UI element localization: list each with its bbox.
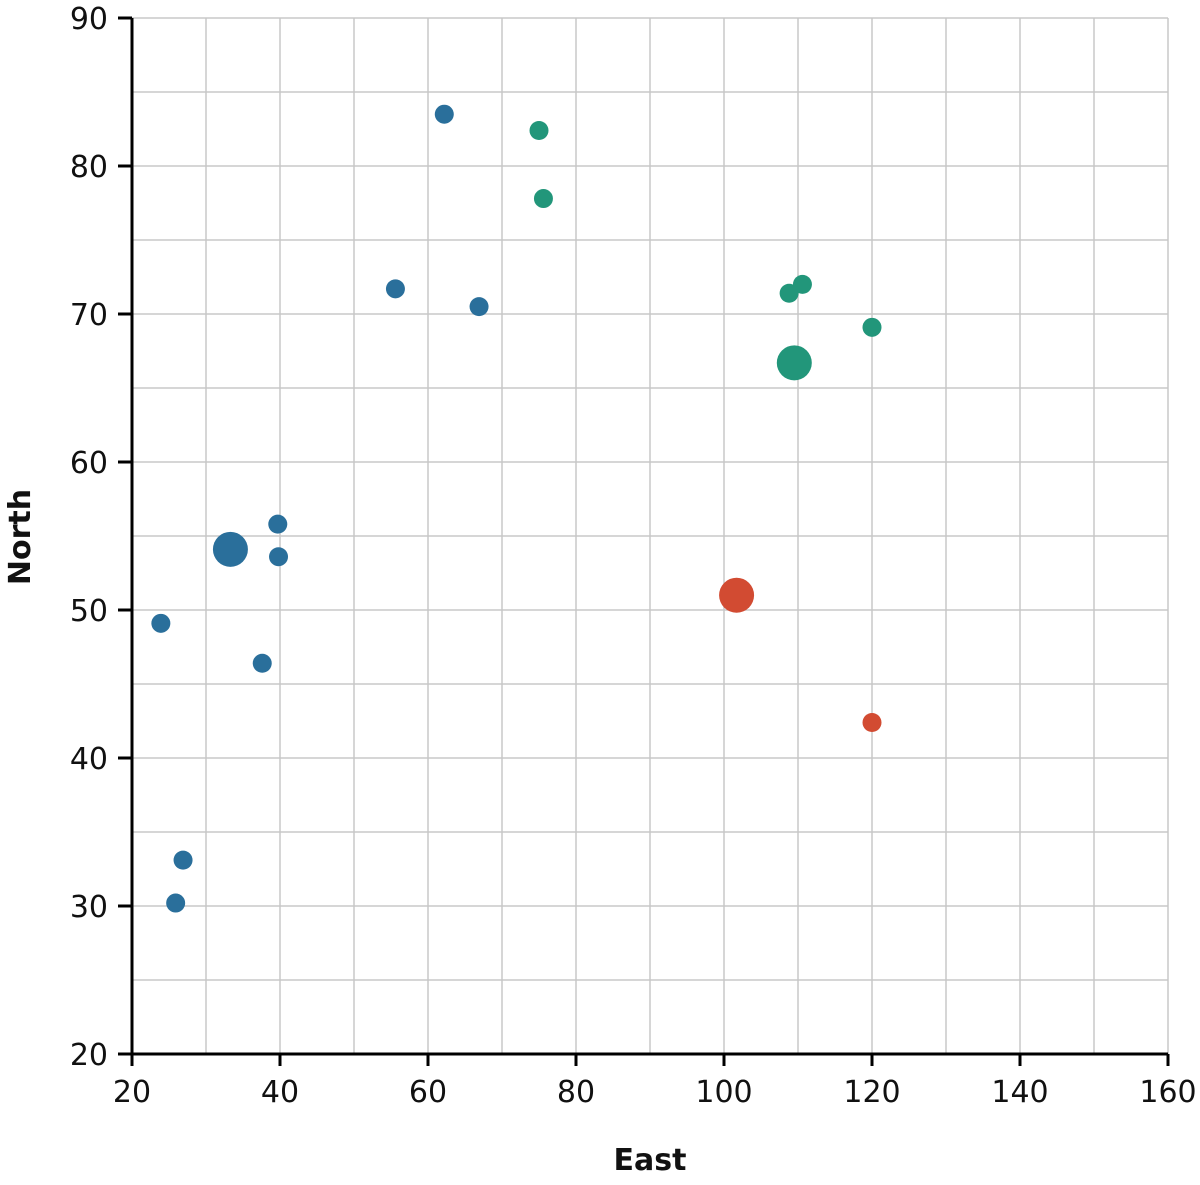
data-point [212, 531, 248, 567]
data-point [529, 120, 549, 140]
data-point [779, 283, 799, 303]
data-point [719, 577, 755, 613]
data-point [862, 712, 882, 732]
y-tick-label: 60 [70, 446, 108, 481]
x-tick-label: 120 [843, 1075, 900, 1110]
y-tick-label: 20 [70, 1038, 108, 1073]
data-point [252, 653, 272, 673]
data-point [776, 345, 812, 381]
axes [118, 16, 1170, 1066]
y-tick-label: 70 [70, 298, 108, 333]
y-tick-label: 40 [70, 742, 108, 777]
data-point [434, 104, 454, 124]
grid [132, 17, 1169, 1054]
y-axis-title: North [3, 489, 38, 585]
x-tick-label: 40 [261, 1075, 299, 1110]
data-point [268, 514, 288, 534]
y-tick-label: 30 [70, 890, 108, 925]
data-point [385, 279, 405, 299]
x-tick-label: 60 [409, 1075, 447, 1110]
data-point [469, 297, 489, 317]
x-tick-label: 20 [113, 1075, 151, 1110]
x-tick-label: 100 [695, 1075, 752, 1110]
data-point [792, 274, 812, 294]
tick-labels: 20 40 60 80 100 120 140 160 20 30 40 50 60 70 80 90 [70, 2, 1197, 1110]
x-tick-label: 80 [557, 1075, 595, 1110]
data-point [173, 850, 193, 870]
data-point [166, 893, 186, 913]
y-tick-label: 50 [70, 594, 108, 629]
y-tick-label: 80 [70, 150, 108, 185]
data-point [151, 613, 171, 633]
data-points [151, 104, 882, 913]
x-tick-label: 140 [991, 1075, 1048, 1110]
data-point [862, 317, 882, 337]
x-axis-title: East [614, 1143, 687, 1178]
data-point [533, 189, 553, 209]
y-tick-label: 90 [70, 2, 108, 37]
data-point [269, 547, 289, 567]
x-tick-label: 160 [1139, 1075, 1196, 1110]
